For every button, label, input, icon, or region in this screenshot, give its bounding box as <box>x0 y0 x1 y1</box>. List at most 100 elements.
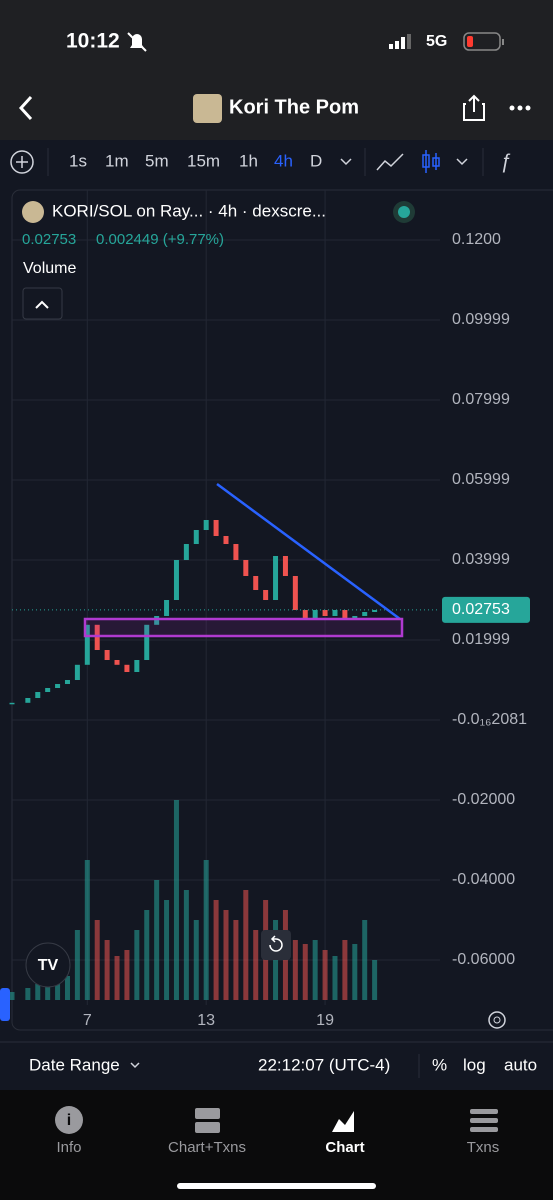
settings-button[interactable] <box>488 1011 506 1029</box>
volume-bar <box>233 920 239 1000</box>
y-tick-label: -0.0₁₆2081 <box>452 711 527 728</box>
date-range-dropdown[interactable] <box>130 1062 140 1069</box>
last-price-tag <box>442 596 530 623</box>
candle-body <box>223 536 229 544</box>
candle-body <box>203 520 209 530</box>
volume-bar <box>55 984 61 1000</box>
candle-body <box>183 544 189 560</box>
y-tick-label: 0.07999 <box>452 391 510 408</box>
volume-bar <box>154 880 160 1000</box>
volume-bar <box>9 992 15 1000</box>
volume-bar <box>35 984 41 1000</box>
auto-toggle[interactable]: auto <box>504 1055 537 1074</box>
chart-tab[interactable]: Chart <box>325 1111 365 1156</box>
y-tick-label: -0.06000 <box>452 951 515 968</box>
share-button[interactable] <box>463 94 485 121</box>
candle-body <box>213 520 219 536</box>
timeframe-button[interactable]: 1s <box>69 151 87 170</box>
chart-txns-tab[interactable]: Chart+Txns <box>168 1108 246 1156</box>
candle-body <box>372 610 378 612</box>
volume-bar <box>134 930 140 1000</box>
volume-bar <box>124 950 130 1000</box>
candle-body <box>332 610 338 616</box>
candle-body <box>144 624 150 660</box>
y-tick-label: 0.05999 <box>452 471 510 488</box>
volume-bar <box>203 860 209 1000</box>
candle-body <box>362 612 368 616</box>
tab-label: Txns <box>467 1139 500 1156</box>
signal-icon <box>389 34 411 49</box>
volume-bar <box>164 900 170 1000</box>
more-button[interactable] <box>509 105 531 111</box>
side-tab[interactable] <box>0 988 10 1021</box>
volume-bar <box>193 920 199 1000</box>
txns-tab[interactable]: Txns <box>467 1109 500 1156</box>
back-button[interactable] <box>18 95 33 121</box>
volume-bar <box>253 930 259 1000</box>
line-style-button[interactable] <box>376 153 404 171</box>
volume-bar <box>302 944 308 1000</box>
candle-body <box>243 560 249 576</box>
clock: 22:12:07 (UTC-4) <box>258 1055 390 1074</box>
tab-label: Chart <box>325 1139 364 1156</box>
timeframe-button[interactable]: 4h <box>274 151 293 170</box>
candle-body <box>164 600 170 616</box>
pair-avatar <box>22 201 44 223</box>
y-tick-label: -0.02000 <box>452 791 515 808</box>
candle-body <box>25 698 31 703</box>
svg-text:i: i <box>67 1112 71 1129</box>
log-toggle[interactable]: log <box>463 1055 486 1074</box>
candle-style-button[interactable] <box>422 150 440 173</box>
volume-bar <box>183 890 189 1000</box>
date-range-button[interactable]: Date Range <box>29 1055 120 1074</box>
volume-bar <box>25 988 31 1000</box>
candle-body <box>94 624 100 650</box>
candle-body <box>312 610 318 620</box>
token-avatar <box>193 94 222 123</box>
indicators-button[interactable]: ƒ <box>500 150 511 172</box>
candle-body <box>74 664 80 680</box>
candle-body <box>282 556 288 576</box>
info-tab[interactable]: i Info <box>55 1106 83 1156</box>
network-label: 5G <box>426 33 447 50</box>
candle-body <box>292 576 298 610</box>
y-tick-label: 0.09999 <box>452 311 510 328</box>
volume-bar <box>144 910 150 1000</box>
battery-icon <box>463 32 504 51</box>
style-dropdown[interactable] <box>456 158 468 166</box>
header-bg <box>0 0 553 140</box>
candle-body <box>193 530 199 544</box>
candle-body <box>173 560 179 600</box>
reset-button[interactable] <box>261 930 291 960</box>
volume-bar <box>45 980 51 1000</box>
percent-toggle[interactable]: % <box>432 1055 447 1074</box>
timeframe-dropdown[interactable] <box>340 158 352 166</box>
volume-bar <box>173 800 179 1000</box>
timeframe-button[interactable]: 1h <box>239 151 258 170</box>
add-indicator-button[interactable] <box>10 150 34 174</box>
status-time: 10:12 <box>66 30 120 53</box>
candle-body <box>84 624 90 665</box>
candle-body <box>114 660 120 665</box>
volume-label: Volume <box>23 260 76 277</box>
candle-body <box>253 576 259 590</box>
volume-bar <box>114 956 120 1000</box>
token-title: Kori The Pom <box>229 96 359 118</box>
y-tick-label: 0.1200 <box>452 231 501 248</box>
collapse-button[interactable] <box>22 287 63 320</box>
legend-change: 0.002449 (+9.77%) <box>96 231 224 248</box>
timeframe-button[interactable]: 1m <box>105 151 129 170</box>
volume-bar <box>332 956 338 1000</box>
candle-body <box>342 610 348 620</box>
timeframe-button[interactable]: 5m <box>145 151 169 170</box>
candle-body <box>233 544 239 560</box>
timeframe-button[interactable]: 15m <box>187 151 220 170</box>
volume-bar <box>352 944 358 1000</box>
volume-bar <box>74 930 80 1000</box>
candle-body <box>55 684 61 688</box>
volume-bar <box>312 940 318 1000</box>
candle-body <box>124 664 130 672</box>
timeframe-button[interactable]: D <box>310 151 322 170</box>
candle-body <box>45 688 51 692</box>
